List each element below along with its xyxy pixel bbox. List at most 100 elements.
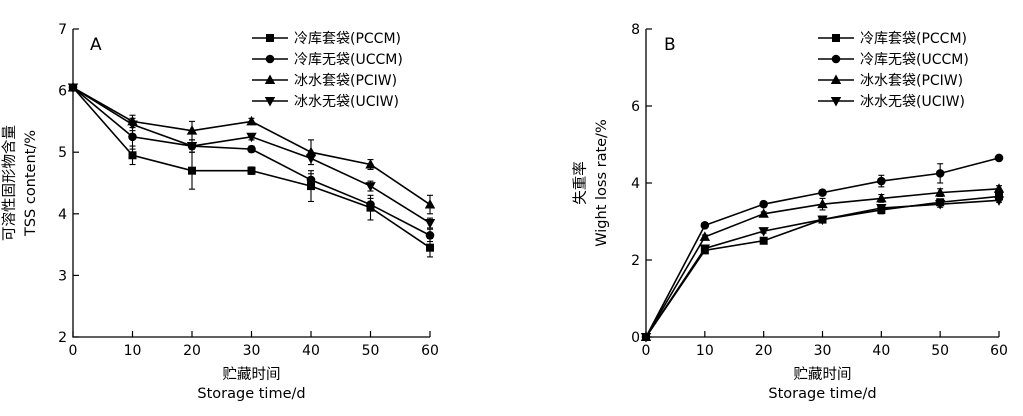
x-tick-label: 50 xyxy=(362,343,380,359)
marker-square xyxy=(188,166,196,175)
y-axis-label-cn: 可溶性固形物含量 xyxy=(1,125,18,241)
marker-circle xyxy=(425,231,435,240)
x-axis-label-en: Storage time/d xyxy=(768,386,876,402)
marker-triangle xyxy=(699,231,711,241)
y-tick-label: 7 xyxy=(58,22,67,38)
marker-circle xyxy=(128,132,137,142)
x-tick-label: 0 xyxy=(642,343,651,359)
panel-letter: A xyxy=(90,35,102,55)
marker-square xyxy=(832,34,840,42)
marker-triangle-down xyxy=(830,97,842,107)
marker-triangle-down xyxy=(305,154,317,164)
marker-triangle-down xyxy=(699,244,711,254)
x-tick-label: 60 xyxy=(421,343,439,359)
x-axis-label-cn: 贮藏时间 xyxy=(223,366,281,383)
marker-triangle-down xyxy=(186,142,198,152)
marker-square xyxy=(128,151,137,160)
x-tick-label: 40 xyxy=(302,343,320,359)
series-tri-down xyxy=(640,196,1005,343)
marker-triangle xyxy=(365,159,376,169)
marker-circle xyxy=(831,54,841,64)
x-tick-label: 40 xyxy=(872,343,890,359)
panel-a: 2 3 4 5 6 7 0 10 20 30 40 50 60 贮藏时间 Storage time/d 可溶性… xyxy=(1,22,439,402)
marker-triangle xyxy=(305,146,317,157)
marker-triangle xyxy=(186,125,198,135)
marker-circle xyxy=(818,188,827,197)
marker-triangle-down xyxy=(246,132,257,143)
series-line xyxy=(645,187,1000,338)
legend-label: 冰水套袋(PCIW) xyxy=(860,73,963,89)
marker-circle xyxy=(700,221,710,230)
x-tick-label: 20 xyxy=(755,343,773,359)
legend-entry: 冰水无袋(UCIW) xyxy=(252,94,399,110)
legend-label: 冷库无袋(UCCM) xyxy=(860,52,969,68)
x-tick-label: 60 xyxy=(990,343,1008,359)
y-tick-label: 4 xyxy=(58,207,67,223)
y-tick-label: 2 xyxy=(631,253,640,269)
legend-entry: 冷库套袋(PCCM) xyxy=(818,31,967,47)
x-tick-label: 30 xyxy=(814,343,832,359)
y-axis-label-en: TSS content/% xyxy=(23,130,39,237)
marker-triangle xyxy=(246,115,257,126)
x-tick-label: 50 xyxy=(931,343,949,359)
y-tick-label: 6 xyxy=(631,99,640,115)
legend-entry: 冰水套袋(PCIW) xyxy=(252,73,397,89)
y-axis-label-en: Wight loss rate/% xyxy=(594,119,610,246)
marker-triangle xyxy=(424,199,436,209)
legend-label: 冰水无袋(UCIW) xyxy=(860,94,965,110)
y-tick-label: 4 xyxy=(631,176,640,192)
panel-b: 0 2 4 6 8 0 10 20 30 40 50 60 贮藏时间 Storage time/d 失重率 W… xyxy=(572,22,1008,402)
marker-circle xyxy=(265,54,275,64)
x-tick-label: 0 xyxy=(69,343,78,359)
legend-label: 冰水无袋(UCIW) xyxy=(294,94,399,110)
marker-triangle-down xyxy=(817,215,828,226)
series-circle xyxy=(641,153,1004,342)
panel-letter: B xyxy=(664,35,676,55)
x-axis-label-cn: 贮藏时间 xyxy=(794,366,852,383)
legend-entry: 冷库无袋(UCCM) xyxy=(818,52,969,68)
y-axis-label-cn: 失重率 xyxy=(572,161,589,205)
legend-entry: 冰水无袋(UCIW) xyxy=(818,94,965,110)
marker-circle xyxy=(306,175,316,185)
legend-entry: 冰水套袋(PCIW) xyxy=(818,73,963,89)
x-tick-label: 10 xyxy=(124,343,142,359)
marker-circle xyxy=(366,200,375,209)
marker-triangle-down xyxy=(993,196,1005,206)
marker-square xyxy=(759,236,768,245)
legend-label: 冷库套袋(PCCM) xyxy=(860,31,967,47)
marker-square xyxy=(247,166,256,175)
y-tick-label: 6 xyxy=(58,84,67,100)
marker-circle xyxy=(994,153,1004,163)
marker-triangle-down xyxy=(365,182,376,192)
y-tick-label: 2 xyxy=(58,330,67,346)
marker-circle xyxy=(759,199,768,209)
legend-label: 冰水套袋(PCIW) xyxy=(294,73,397,89)
marker-triangle xyxy=(758,208,769,218)
y-tick-label: 0 xyxy=(631,330,640,346)
y-tick-label: 5 xyxy=(58,145,67,161)
x-tick-label: 10 xyxy=(696,343,714,359)
marker-circle xyxy=(935,169,945,178)
marker-triangle xyxy=(830,74,842,84)
series-square xyxy=(642,192,1003,341)
marker-triangle-down xyxy=(127,120,138,130)
marker-square xyxy=(266,34,274,42)
marker-triangle xyxy=(817,198,828,209)
series-tri-down xyxy=(67,83,436,229)
legend-label: 冷库无袋(UCCM) xyxy=(294,52,403,68)
x-tick-label: 30 xyxy=(243,343,261,359)
y-tick-label: 3 xyxy=(58,268,67,284)
x-axis-label-en: Storage time/d xyxy=(197,386,305,402)
marker-square xyxy=(426,243,434,252)
series-triangle xyxy=(640,183,1005,341)
marker-triangle-down xyxy=(758,227,769,237)
marker-triangle-down xyxy=(876,204,887,214)
marker-triangle-down xyxy=(264,97,276,107)
marker-circle xyxy=(247,144,256,154)
marker-triangle-down xyxy=(67,83,79,94)
legend-entry: 冷库套袋(PCCM) xyxy=(252,31,401,47)
marker-triangle xyxy=(876,192,887,203)
marker-triangle xyxy=(993,183,1005,193)
marker-triangle-down xyxy=(934,200,946,210)
marker-triangle xyxy=(264,74,276,84)
